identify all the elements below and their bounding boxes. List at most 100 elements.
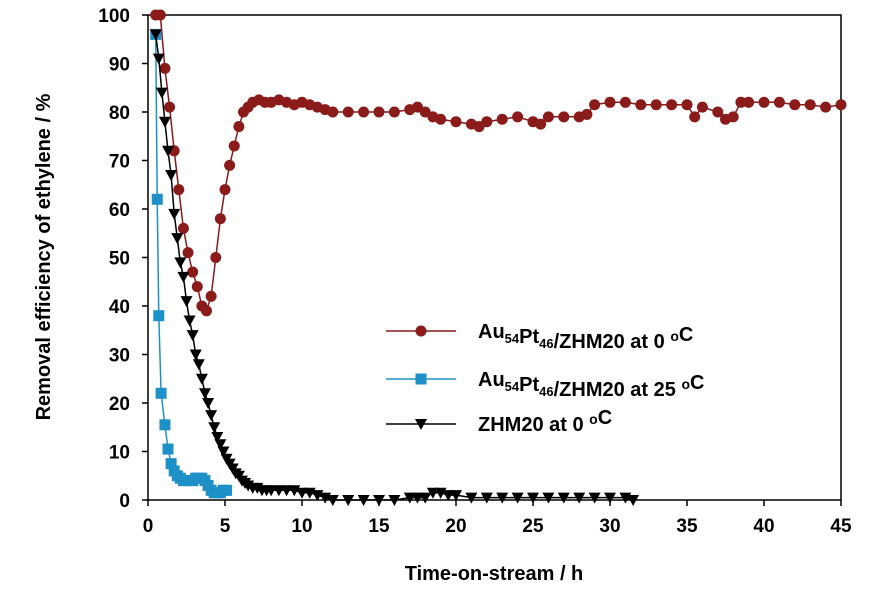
data-point bbox=[627, 495, 640, 506]
data-point bbox=[535, 118, 547, 130]
data-point bbox=[358, 106, 370, 118]
data-point bbox=[650, 99, 662, 111]
data-point bbox=[191, 281, 203, 293]
data-point bbox=[296, 487, 308, 499]
data-point bbox=[155, 87, 168, 99]
data-point bbox=[201, 305, 213, 317]
data-point bbox=[758, 96, 770, 108]
data-point bbox=[210, 252, 222, 263]
data-point bbox=[168, 208, 181, 220]
data-point bbox=[192, 359, 205, 371]
data-point bbox=[835, 99, 847, 111]
data-point bbox=[198, 388, 211, 400]
x-tick-label: 45 bbox=[830, 516, 852, 537]
data-point bbox=[205, 410, 218, 422]
data-point bbox=[202, 398, 215, 409]
x-tick-label: 15 bbox=[368, 516, 390, 537]
data-point bbox=[159, 62, 171, 74]
data-point bbox=[174, 257, 187, 269]
y-tick-label: 0 bbox=[119, 491, 130, 512]
data-point bbox=[149, 29, 162, 41]
x-axis-title: Time-on-stream / h bbox=[405, 563, 584, 585]
data-point bbox=[496, 492, 509, 504]
data-point bbox=[735, 96, 747, 108]
series-layer bbox=[149, 9, 847, 506]
data-point bbox=[151, 193, 163, 205]
data-point bbox=[415, 419, 427, 430]
data-point bbox=[589, 99, 601, 111]
data-point bbox=[177, 271, 190, 283]
data-point bbox=[158, 116, 171, 128]
data-point bbox=[272, 485, 285, 497]
data-point bbox=[635, 99, 647, 111]
data-point bbox=[342, 495, 355, 506]
data-point bbox=[450, 116, 462, 128]
data-point bbox=[183, 315, 196, 327]
legend-label: ZHM20 at 0 oC bbox=[478, 407, 612, 436]
data-point bbox=[465, 492, 478, 504]
data-point bbox=[165, 458, 177, 470]
data-point bbox=[435, 113, 447, 125]
data-point bbox=[153, 310, 165, 322]
data-point bbox=[588, 492, 601, 504]
data-point bbox=[214, 213, 226, 225]
data-point bbox=[233, 121, 245, 133]
data-point bbox=[373, 495, 385, 506]
data-point bbox=[512, 111, 524, 123]
series-3 bbox=[149, 29, 640, 506]
data-point bbox=[820, 101, 832, 113]
data-point bbox=[177, 222, 189, 234]
data-point bbox=[481, 116, 493, 128]
y-tick-label: 30 bbox=[109, 346, 130, 367]
data-point bbox=[415, 325, 427, 337]
x-tick-label: 40 bbox=[753, 516, 774, 537]
legend-label: Au54Pt46/ZHM20 at 0 oC bbox=[478, 321, 693, 353]
data-point bbox=[450, 490, 462, 502]
data-point bbox=[180, 296, 193, 308]
data-point bbox=[208, 422, 221, 434]
legend-label: Au54Pt46/ZHM20 at 25 oC bbox=[478, 369, 704, 401]
series-line bbox=[155, 14, 842, 313]
data-point bbox=[159, 419, 171, 431]
data-point bbox=[326, 495, 339, 506]
data-point bbox=[743, 96, 755, 108]
data-point bbox=[773, 96, 785, 108]
y-tick-label: 20 bbox=[109, 394, 130, 415]
data-point bbox=[527, 492, 539, 504]
y-axis-title: Removal efficiency of ethylene / % bbox=[33, 93, 55, 420]
data-point bbox=[195, 373, 208, 385]
y-tick-label: 60 bbox=[109, 200, 130, 221]
y-axis: 0 10 20 30 40 50 60 70 80 90 100 bbox=[98, 6, 148, 512]
data-point bbox=[789, 99, 801, 111]
data-point bbox=[511, 492, 524, 504]
y-tick-label: 90 bbox=[109, 55, 130, 76]
data-point bbox=[280, 485, 293, 497]
data-point bbox=[164, 101, 176, 113]
data-point bbox=[171, 233, 184, 245]
data-point bbox=[224, 159, 236, 171]
x-tick-label: 20 bbox=[445, 516, 466, 537]
x-tick-label: 5 bbox=[220, 516, 231, 537]
data-point bbox=[573, 492, 586, 504]
y-tick-label: 40 bbox=[109, 297, 130, 318]
data-point bbox=[187, 266, 199, 278]
data-point bbox=[373, 106, 385, 118]
data-point bbox=[154, 9, 166, 21]
data-point bbox=[681, 99, 693, 111]
y-tick-label: 80 bbox=[109, 103, 130, 124]
y-tick-label: 70 bbox=[109, 152, 130, 173]
data-point bbox=[558, 111, 570, 123]
data-point bbox=[162, 443, 174, 455]
data-point bbox=[217, 446, 230, 458]
data-point bbox=[415, 373, 427, 385]
data-point bbox=[186, 330, 199, 342]
data-point bbox=[189, 349, 202, 361]
data-point bbox=[205, 290, 217, 302]
data-point bbox=[426, 487, 439, 499]
data-point bbox=[165, 170, 178, 182]
data-point bbox=[388, 495, 401, 506]
data-point bbox=[542, 492, 555, 504]
legend-item: Au54Pt46/ZHM20 at 0 oC bbox=[386, 321, 693, 353]
data-point bbox=[442, 490, 455, 502]
data-point bbox=[403, 492, 416, 504]
